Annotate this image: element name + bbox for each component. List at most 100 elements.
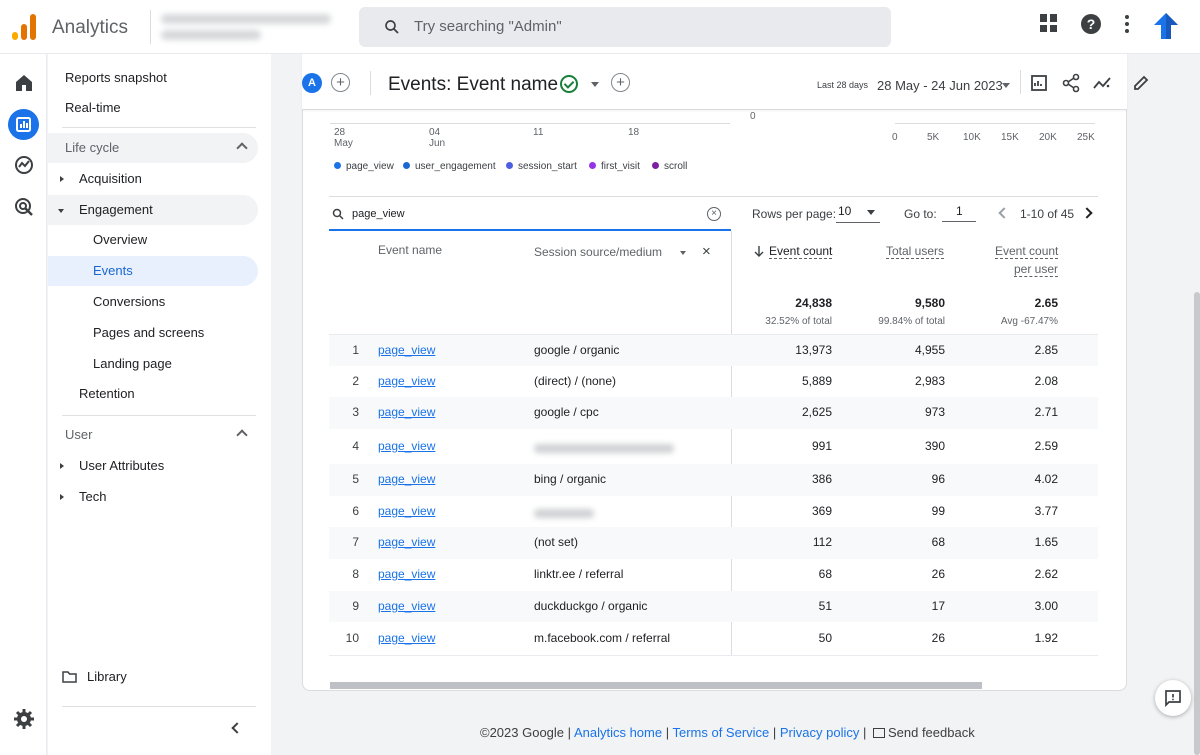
nav-realtime[interactable]: Real-time bbox=[65, 100, 121, 115]
footer-privacy[interactable]: Privacy policy bbox=[779, 725, 860, 740]
bar-tick-label: 0 bbox=[892, 132, 898, 143]
advertising-icon[interactable] bbox=[12, 195, 36, 219]
header-session-source[interactable]: Session source/medium bbox=[534, 245, 663, 259]
nav-conversions[interactable]: Conversions bbox=[93, 294, 166, 309]
footer-analytics-home[interactable]: Analytics home bbox=[573, 725, 663, 740]
row-index: 9 bbox=[352, 599, 359, 613]
more-vert-icon[interactable] bbox=[1123, 14, 1131, 34]
clear-search-icon[interactable]: × bbox=[707, 207, 721, 221]
nav-tech[interactable]: Tech bbox=[48, 482, 258, 512]
settings-icon[interactable] bbox=[12, 707, 36, 731]
nav-library[interactable]: Library bbox=[48, 662, 258, 692]
rows-per-page-label: Rows per page: bbox=[752, 207, 837, 221]
total-users-cell: 2,983 bbox=[914, 374, 945, 388]
chart-baseline bbox=[330, 110, 730, 124]
session-source-cell: m.facebook.com / referral bbox=[534, 631, 671, 645]
total-users-sub: 99.84% of total bbox=[878, 316, 945, 327]
bar-tick-label: 15K bbox=[1001, 132, 1019, 143]
nav-acquisition[interactable]: Acquisition bbox=[48, 164, 258, 194]
event-name-link[interactable]: page_view bbox=[378, 504, 436, 518]
event-name-link[interactable]: page_view bbox=[378, 405, 436, 419]
legend-item[interactable]: scroll bbox=[652, 161, 687, 172]
nav-tech-label: Tech bbox=[79, 489, 107, 504]
total-users-cell: 99 bbox=[931, 504, 945, 518]
legend-item[interactable]: first_visit bbox=[589, 161, 640, 172]
upgrade-arrow-icon[interactable] bbox=[1152, 11, 1180, 41]
add-filter-icon[interactable]: + bbox=[611, 73, 630, 92]
nav-section-user[interactable]: User bbox=[48, 420, 258, 450]
event-name-link[interactable]: page_view bbox=[378, 599, 436, 613]
header-total-users[interactable]: Total users bbox=[886, 244, 945, 259]
total-users-cell: 973 bbox=[924, 405, 945, 419]
horizontal-scrollbar[interactable] bbox=[330, 682, 982, 689]
date-range-prefix: Last 28 days bbox=[817, 80, 869, 90]
legend-item[interactable]: session_start bbox=[506, 161, 577, 172]
insights-icon[interactable] bbox=[1092, 73, 1112, 93]
event-name-link[interactable]: page_view bbox=[378, 535, 436, 549]
home-icon[interactable] bbox=[12, 71, 36, 95]
table-row: 4 page_view 991 390 2.59 bbox=[329, 429, 1098, 464]
legend-item[interactable]: page_view bbox=[334, 161, 394, 172]
table-row: 5 page_view bing / organic 386 96 4.02 bbox=[329, 464, 1098, 496]
analytics-logo[interactable] bbox=[12, 14, 36, 40]
edit-icon[interactable] bbox=[1131, 73, 1151, 93]
rows-per-page-select[interactable]: 10 bbox=[838, 204, 852, 218]
account-selector[interactable] bbox=[150, 10, 340, 44]
session-source-cell: google / organic bbox=[534, 343, 620, 357]
nav-section-lifecycle[interactable]: Life cycle bbox=[48, 133, 258, 163]
legend-item[interactable]: user_engagement bbox=[403, 161, 496, 172]
dimension-dropdown-icon[interactable] bbox=[680, 251, 686, 255]
vertical-scrollbar[interactable] bbox=[1194, 292, 1200, 755]
explore-icon[interactable] bbox=[12, 153, 36, 177]
nav-user-attributes[interactable]: User Attributes bbox=[48, 451, 258, 481]
help-icon[interactable]: ? bbox=[1081, 14, 1101, 34]
table-search[interactable]: page_view × bbox=[329, 199, 731, 231]
select-caret-icon[interactable] bbox=[867, 210, 875, 215]
feedback-fab[interactable] bbox=[1155, 680, 1191, 716]
header-divider bbox=[1020, 70, 1021, 94]
footer-feedback[interactable]: Send feedback bbox=[887, 725, 975, 740]
header-event-name[interactable]: Event name bbox=[378, 243, 443, 257]
session-source-cell: duckduckgo / organic bbox=[534, 599, 648, 613]
nav-engagement[interactable]: Engagement bbox=[48, 195, 258, 225]
folder-icon bbox=[62, 671, 77, 683]
remove-dimension-icon[interactable]: × bbox=[702, 243, 711, 260]
nav-reports-snapshot[interactable]: Reports snapshot bbox=[65, 70, 167, 85]
header-event-count[interactable]: Event count bbox=[769, 244, 833, 259]
search-bar[interactable]: Try searching "Admin" bbox=[359, 7, 891, 47]
event-name-link[interactable]: page_view bbox=[378, 439, 436, 453]
y-tick-label: 0 bbox=[750, 111, 756, 122]
reports-icon[interactable] bbox=[8, 109, 39, 140]
event-name-link[interactable]: page_view bbox=[378, 374, 436, 388]
report-card bbox=[302, 54, 1127, 691]
collapse-nav-icon[interactable] bbox=[231, 722, 243, 734]
date-dropdown-icon[interactable] bbox=[1002, 83, 1010, 88]
customize-report-icon[interactable] bbox=[1029, 73, 1049, 93]
ecpu-cell: 4.02 bbox=[1034, 472, 1058, 486]
total-users-cell: 68 bbox=[931, 535, 945, 549]
nav-landing-page[interactable]: Landing page bbox=[93, 356, 172, 371]
nav-pages-and-screens[interactable]: Pages and screens bbox=[93, 325, 205, 340]
check-circle-icon[interactable] bbox=[560, 75, 578, 93]
title-dropdown-icon[interactable] bbox=[591, 82, 599, 87]
nav-retention[interactable]: Retention bbox=[79, 386, 135, 401]
date-range[interactable]: 28 May - 24 Jun 2023 bbox=[877, 78, 1003, 93]
add-comparison-icon[interactable]: + bbox=[331, 73, 350, 92]
header-event-count-per-user-2[interactable]: per user bbox=[1014, 262, 1059, 277]
share-icon[interactable] bbox=[1061, 73, 1081, 93]
event-name-link[interactable]: page_view bbox=[378, 631, 436, 645]
total-event-count-sub: 32.52% of total bbox=[765, 316, 832, 327]
goto-input[interactable]: 1 bbox=[956, 204, 963, 218]
x-tick-label: 28 May bbox=[334, 127, 353, 149]
comparison-avatar[interactable]: A bbox=[302, 73, 322, 93]
event-name-link[interactable]: page_view bbox=[378, 472, 436, 486]
apps-icon[interactable] bbox=[1040, 14, 1058, 32]
nav-overview[interactable]: Overview bbox=[93, 232, 148, 247]
sort-down-icon[interactable] bbox=[754, 245, 764, 257]
footer-terms[interactable]: Terms of Service bbox=[672, 725, 770, 740]
event-name-link[interactable]: page_view bbox=[378, 567, 436, 581]
nav-events[interactable]: Events bbox=[48, 256, 258, 286]
event-name-link[interactable]: page_view bbox=[378, 343, 436, 357]
table-search-value: page_view bbox=[352, 208, 405, 220]
header-event-count-per-user-1[interactable]: Event count bbox=[995, 244, 1059, 259]
